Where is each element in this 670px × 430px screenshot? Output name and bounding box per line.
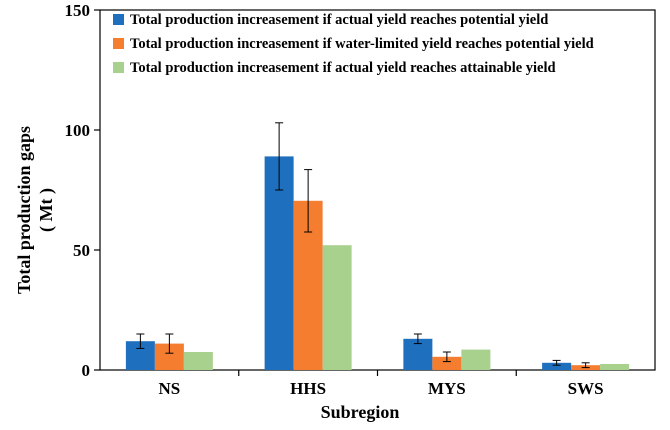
x-tick-label-mys: MYS xyxy=(428,379,466,398)
legend-swatch-2 xyxy=(113,38,124,49)
legend-swatch-1 xyxy=(113,14,124,25)
x-tick-label-hhs: HHS xyxy=(290,379,326,398)
bar-hhs-series-1 xyxy=(264,156,294,370)
y-tick-label: 150 xyxy=(65,1,91,20)
plot-area: 0 50 100 150 NS HHS MYS SWS xyxy=(65,1,656,398)
bar-sws-series-1 xyxy=(542,362,572,370)
legend-swatch-3 xyxy=(113,62,124,73)
bar-mys-series-3 xyxy=(461,349,491,370)
x-tick-label-ns: NS xyxy=(159,379,181,398)
bar-mys-series-2 xyxy=(432,356,462,370)
y-tick-label: 0 xyxy=(82,361,91,380)
legend-label-2: Total production increasement if water-l… xyxy=(130,36,594,52)
legend-label-3: Total production increasement if actual … xyxy=(130,60,556,76)
y-tick-label: 100 xyxy=(65,121,91,140)
bar-hhs-series-3 xyxy=(322,245,352,370)
x-axis-title: Subregion xyxy=(321,402,400,422)
legend-label-1: Total production increasement if actual … xyxy=(130,12,548,28)
y-axis-title-line2: ( Mt ) xyxy=(36,188,57,232)
y-tick-label: 50 xyxy=(73,241,90,260)
legend: Total production increasement if actual … xyxy=(113,12,594,76)
y-axis-title-line1: Total production gaps xyxy=(14,126,34,294)
bar-ns-series-3 xyxy=(183,352,213,370)
x-tick-label-sws: SWS xyxy=(568,379,604,398)
bar-sws-series-3 xyxy=(600,364,630,370)
